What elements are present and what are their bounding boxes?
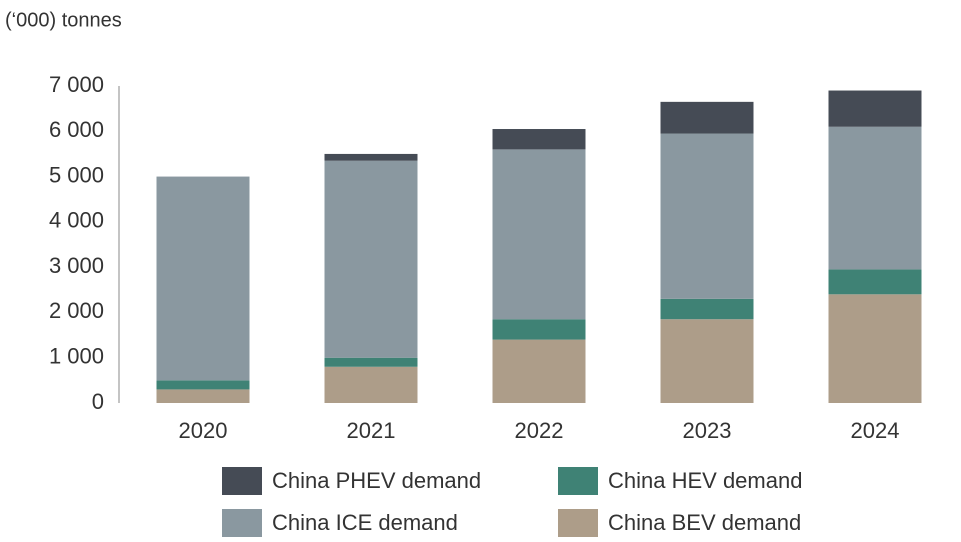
legend-swatch bbox=[222, 509, 262, 537]
legend-swatch bbox=[558, 509, 598, 537]
x-tick-label: 2021 bbox=[347, 418, 396, 443]
bar-segment bbox=[324, 153, 418, 161]
legend-swatch bbox=[222, 467, 262, 495]
bar-segment bbox=[828, 294, 922, 403]
y-tick-label: 2 000 bbox=[49, 298, 104, 323]
legend-label: China HEV demand bbox=[608, 468, 802, 493]
y-tick-label: 4 000 bbox=[49, 208, 104, 233]
bar-segment bbox=[660, 319, 754, 403]
x-tick-label: 2022 bbox=[515, 418, 564, 443]
legend-label: China PHEV demand bbox=[272, 468, 481, 493]
legend-swatch bbox=[558, 467, 598, 495]
bar-segment bbox=[156, 380, 250, 390]
bar-segment bbox=[156, 389, 250, 403]
bar-segment bbox=[492, 319, 586, 340]
bar-segment bbox=[660, 101, 754, 134]
y-tick-label: 1 000 bbox=[49, 344, 104, 369]
bar-segment bbox=[828, 90, 922, 127]
bar-segment bbox=[828, 126, 922, 270]
bar-segment bbox=[660, 298, 754, 320]
bar-segment bbox=[156, 176, 250, 381]
bar-segment bbox=[660, 133, 754, 299]
bar-segment bbox=[492, 339, 586, 403]
y-tick-label: 7 000 bbox=[49, 72, 104, 97]
bar-segment bbox=[492, 129, 586, 150]
bar-segment bbox=[492, 149, 586, 320]
bar-segment bbox=[324, 160, 418, 358]
x-tick-label: 2024 bbox=[851, 418, 900, 443]
x-tick-label: 2020 bbox=[179, 418, 228, 443]
y-tick-label: 5 000 bbox=[49, 162, 104, 187]
y-tick-label: 6 000 bbox=[49, 117, 104, 142]
bar-segment bbox=[828, 269, 922, 295]
bar-segment bbox=[324, 357, 418, 367]
y-tick-label: 3 000 bbox=[49, 253, 104, 278]
bar-segment bbox=[324, 366, 418, 403]
y-tick-label: 0 bbox=[92, 389, 104, 414]
legend-label: China BEV demand bbox=[608, 510, 801, 535]
legend-label: China ICE demand bbox=[272, 510, 458, 535]
x-tick-label: 2023 bbox=[683, 418, 732, 443]
unit-label: (‘000) tonnes bbox=[5, 9, 122, 31]
